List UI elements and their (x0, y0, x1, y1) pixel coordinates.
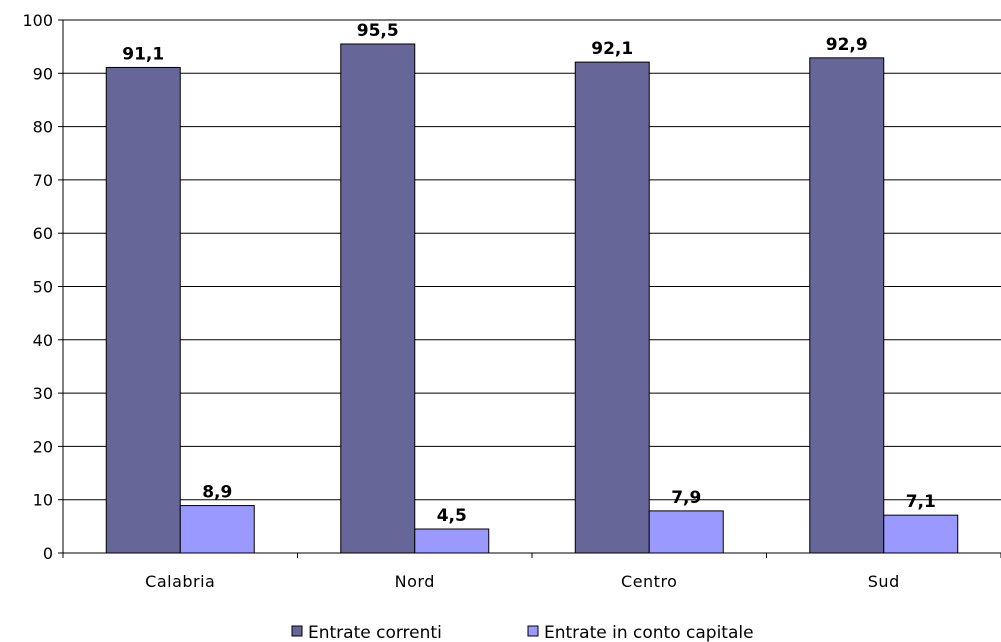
y-tick-label: 90 (33, 64, 53, 83)
bars: 91,1 8,9 95,5 4,5 92,1 7,9 92,9 7,1 (105, 21, 959, 554)
y-tick-label: 0 (43, 544, 53, 563)
data-label: 92,9 (826, 35, 868, 55)
y-tick-label: 80 (33, 118, 53, 137)
y-tick-label: 10 (33, 491, 53, 510)
bar-entrate-conto-capitale (648, 510, 724, 554)
data-label: 95,5 (357, 21, 399, 41)
legend-swatch (527, 625, 539, 637)
bar-entrate-conto-capitale (179, 505, 255, 554)
x-category-label: Centro (621, 572, 677, 591)
y-tick-label: 60 (33, 224, 53, 243)
y-tick-label: 70 (33, 171, 53, 190)
bar-entrate-correnti (809, 57, 885, 554)
bar-entrate-correnti (574, 61, 650, 554)
legend-label: Entrate in conto capitale (544, 623, 754, 642)
x-category-label: Calabria (145, 572, 215, 591)
y-tick-label: 40 (33, 331, 53, 350)
data-label: 7,9 (671, 488, 701, 508)
x-axis-labels: Calabria Nord Centro Sud (145, 572, 900, 591)
data-label: 7,1 (906, 492, 936, 512)
data-label: 91,1 (122, 44, 164, 64)
y-tick-label: 50 (33, 278, 53, 297)
y-axis-ticks: 0 10 20 30 40 50 60 70 80 90 100 (22, 11, 63, 563)
legend-swatch (291, 625, 303, 637)
x-category-label: Nord (395, 572, 435, 591)
bar-entrate-conto-capitale (414, 528, 490, 554)
y-tick-label: 100 (22, 11, 53, 30)
x-category-label: Sud (868, 572, 900, 591)
legend-label: Entrate correnti (308, 623, 442, 642)
bar-entrate-conto-capitale (883, 514, 959, 554)
data-label: 4,5 (437, 506, 467, 526)
y-tick-label: 20 (33, 437, 53, 456)
legend: Entrate correnti Entrate in conto capital… (291, 623, 754, 642)
bar-entrate-correnti (105, 66, 181, 554)
axes (62, 20, 1001, 558)
data-label: 8,9 (202, 483, 232, 503)
gridlines (63, 19, 1001, 501)
y-tick-label: 30 (33, 384, 53, 403)
data-label: 92,1 (591, 39, 633, 59)
bar-entrate-correnti (340, 43, 416, 554)
